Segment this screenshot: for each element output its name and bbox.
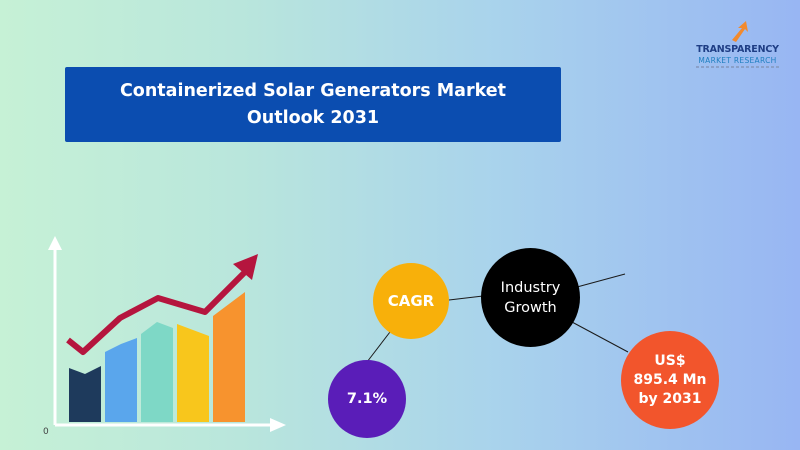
- connector-growth-up: [576, 273, 626, 288]
- logo-name: TRANSPARENCY: [696, 44, 779, 55]
- trend-arrow-icon: [233, 254, 258, 280]
- connector-cagr-rate: [366, 331, 391, 363]
- market-value-text: US$ 895.4 Mn by 2031: [633, 352, 707, 407]
- cagr-rate-value: 7.1%: [346, 391, 388, 407]
- axis-zero-label: 0: [43, 427, 49, 437]
- connector-cagr-growth: [448, 295, 484, 301]
- cagr-rate-bubble: 7.1%: [328, 360, 406, 438]
- page-title: Containerized Solar Generators Market Ou…: [119, 80, 507, 128]
- logo-arrow-icon: [732, 21, 748, 42]
- cagr-bubble: CAGR: [373, 263, 449, 339]
- x-axis-arrow-icon: [270, 418, 286, 432]
- market-value-bubble: US$ 895.4 Mn by 2031: [621, 331, 719, 429]
- bar-3: [141, 322, 173, 422]
- logo-tagline-rule: [696, 66, 779, 68]
- bar-1: [69, 366, 101, 422]
- connector-growth-value: [571, 321, 629, 353]
- logo-subtitle: MARKET RESEARCH: [698, 56, 777, 65]
- bar-5: [213, 292, 245, 422]
- bar-4: [177, 324, 209, 422]
- bar-2: [105, 338, 137, 422]
- industry-growth-label: Industry Growth: [500, 279, 561, 316]
- title-banner: Containerized Solar Generators Market Ou…: [65, 67, 561, 142]
- company-logo: TRANSPARENCY MARKET RESEARCH: [690, 20, 785, 75]
- trend-line: [66, 269, 248, 355]
- industry-growth-bubble: Industry Growth: [481, 248, 580, 347]
- y-axis-arrow-icon: [48, 236, 62, 250]
- cagr-label: CAGR: [387, 292, 435, 310]
